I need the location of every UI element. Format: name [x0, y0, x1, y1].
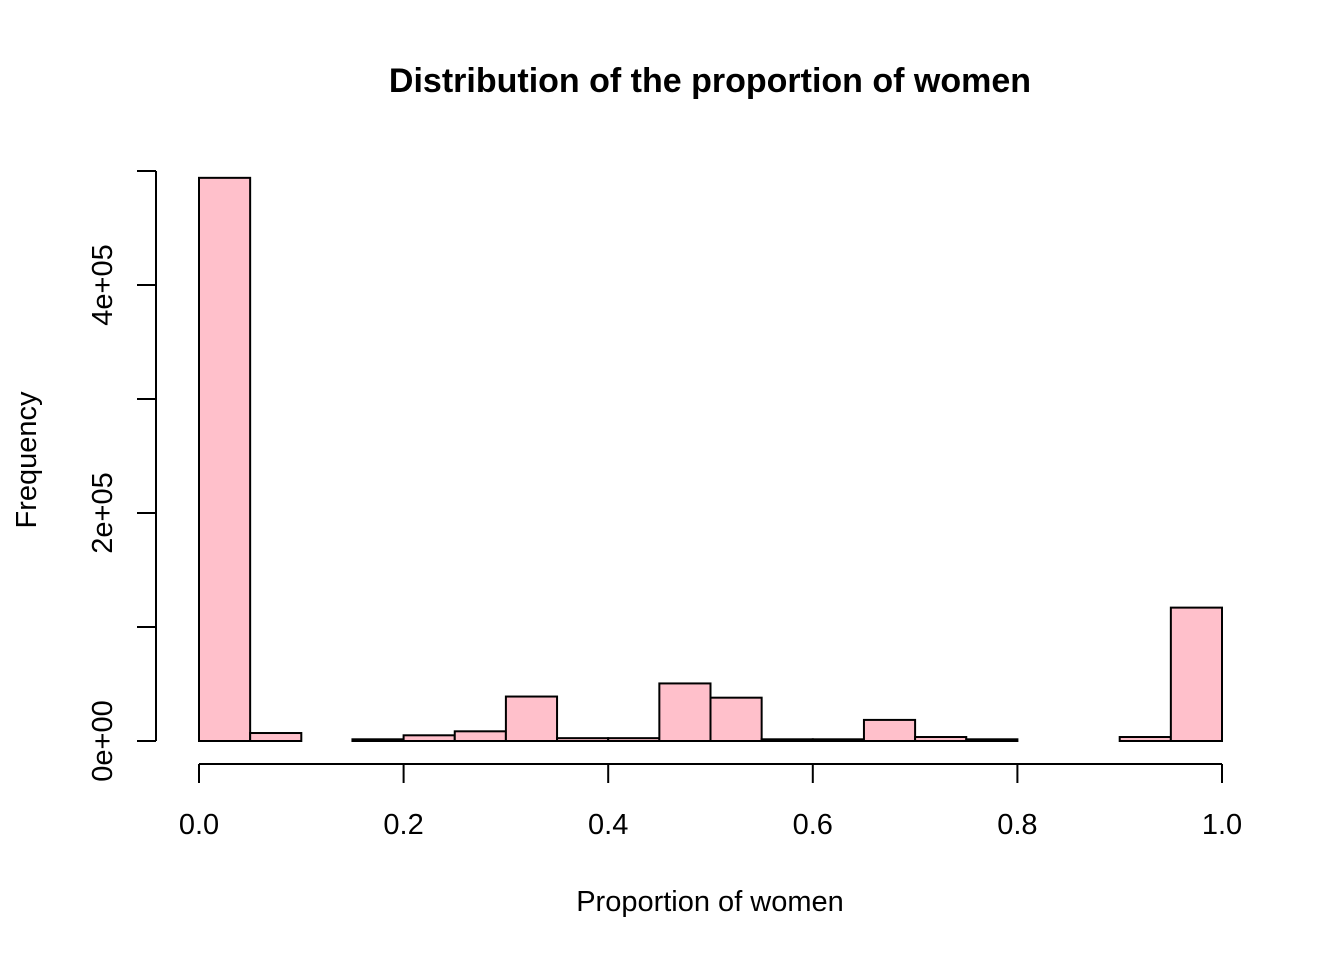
histogram-bar	[249, 732, 303, 743]
x-tick-label: 1.0	[1202, 809, 1242, 841]
histogram-bar	[709, 696, 763, 742]
histogram-bar	[504, 695, 559, 742]
histogram-bar	[607, 737, 661, 743]
histogram-bar	[760, 738, 814, 742]
y-tick-label: 2e+05	[87, 472, 119, 553]
y-tick-label: 4e+05	[87, 244, 119, 325]
x-axis: 0.0 0.2 0.4 0.6 0.8 1.0	[179, 763, 1242, 841]
histogram-bar	[351, 738, 405, 742]
histogram-bar	[1118, 736, 1172, 743]
bars-group	[198, 176, 1223, 743]
x-tick-label: 0.4	[588, 809, 628, 841]
histogram-bar	[862, 718, 917, 742]
x-tick-label: 0.2	[383, 809, 423, 841]
x-tick-label: 0.0	[179, 809, 219, 841]
x-axis-label: Proportion of women	[576, 886, 844, 918]
histogram-bar	[402, 734, 456, 742]
x-tick-label: 0.6	[793, 809, 833, 841]
histogram-bar	[453, 730, 507, 742]
histogram-bar	[965, 738, 1019, 742]
histogram-bar	[198, 176, 252, 742]
chart-title: Distribution of the proportion of women	[389, 62, 1031, 100]
histogram-bar	[1169, 606, 1223, 742]
y-axis-label: Frequency	[11, 391, 43, 529]
histogram-bar	[658, 682, 712, 742]
histogram-bar	[914, 736, 968, 743]
histogram-bar	[556, 737, 610, 743]
histogram-bar	[811, 738, 865, 742]
y-axis: 0e+00 2e+05 4e+05	[87, 170, 157, 782]
x-tick-label: 0.8	[997, 809, 1037, 841]
y-tick-label: 0e+00	[87, 700, 119, 781]
